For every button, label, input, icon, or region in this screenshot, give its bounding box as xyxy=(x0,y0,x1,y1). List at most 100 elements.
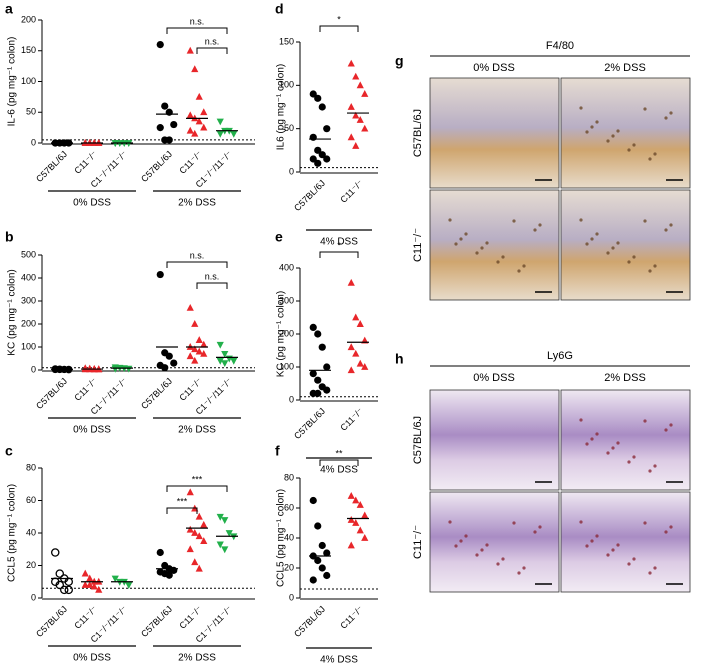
micrograph xyxy=(560,491,691,593)
stained-cell xyxy=(664,428,668,432)
data-point xyxy=(318,541,326,550)
data-point xyxy=(216,130,224,138)
stained-cell xyxy=(664,530,668,534)
significance-label: n.s. xyxy=(205,271,220,281)
stained-cell xyxy=(611,134,615,138)
y-tick-label: 200 xyxy=(279,328,294,338)
data-point xyxy=(323,125,331,133)
data-point xyxy=(352,111,360,119)
data-point xyxy=(314,146,322,154)
stained-cell xyxy=(653,464,657,468)
stained-cell xyxy=(579,218,583,222)
y-tick-label: 150 xyxy=(21,45,36,55)
stained-cell xyxy=(611,548,615,552)
stained-cell xyxy=(669,111,673,115)
group-label: 2% DSS xyxy=(178,653,216,664)
stained-cell xyxy=(648,571,652,575)
significance-label: * xyxy=(337,240,341,250)
stained-cell xyxy=(475,251,479,255)
data-point xyxy=(309,155,317,163)
data-point xyxy=(191,320,199,327)
stained-cell xyxy=(595,232,599,236)
stained-cell xyxy=(653,566,657,570)
stained-cell xyxy=(643,107,647,111)
data-point xyxy=(200,537,208,545)
stained-cell xyxy=(512,521,516,525)
data-point xyxy=(195,117,203,125)
data-point xyxy=(347,59,355,67)
data-point xyxy=(361,511,369,519)
data-point xyxy=(347,103,355,110)
stained-cell xyxy=(464,534,468,538)
significance-bracket xyxy=(319,459,359,466)
y-tick-label: 80 xyxy=(284,472,294,482)
data-point xyxy=(309,370,317,378)
data-point xyxy=(352,349,360,357)
stained-cell xyxy=(459,539,463,543)
stained-cell xyxy=(611,446,615,450)
stained-cell xyxy=(616,441,620,445)
y-tick-label: 400 xyxy=(21,272,36,282)
column-label: 0% DSS xyxy=(473,372,515,384)
data-point xyxy=(111,575,119,583)
stained-cell xyxy=(501,255,505,259)
data-point xyxy=(170,120,178,129)
panel-letter: e xyxy=(275,229,283,245)
panel-letter: g xyxy=(395,53,404,69)
data-point xyxy=(216,118,224,126)
stained-cell xyxy=(454,544,458,548)
data-point xyxy=(195,564,203,572)
stained-cell xyxy=(643,521,647,525)
stained-cell xyxy=(669,525,673,529)
data-point xyxy=(195,92,203,100)
stained-cell xyxy=(538,525,542,529)
column-label: 2% DSS xyxy=(604,62,646,74)
stained-cell xyxy=(496,562,500,566)
data-point xyxy=(216,541,224,549)
stained-cell xyxy=(585,130,589,134)
data-point xyxy=(186,352,194,360)
stained-cell xyxy=(517,269,521,273)
data-point xyxy=(221,360,229,368)
y-tick-label: 40 xyxy=(26,527,36,537)
stained-cell xyxy=(512,219,516,223)
y-tick-label: 60 xyxy=(284,502,294,512)
stained-cell xyxy=(653,152,657,156)
data-point xyxy=(221,546,229,554)
group-label: 4% DSS xyxy=(320,465,358,476)
x-tick-label: C11⁻/⁻ xyxy=(338,604,365,631)
stained-cell xyxy=(627,460,631,464)
data-point xyxy=(221,517,229,524)
data-point xyxy=(314,159,322,167)
x-tick-label: C11⁻/⁻ xyxy=(338,178,365,205)
data-point xyxy=(356,501,364,508)
stained-cell xyxy=(669,423,673,427)
stained-cell xyxy=(538,223,542,227)
stained-cell xyxy=(590,437,594,441)
y-axis-label: KC (pg mg⁻¹ colon) xyxy=(7,269,18,355)
x-tick-label: C11⁻/⁻ xyxy=(72,604,99,631)
x-tick-label: C57BL/6J xyxy=(292,178,327,213)
stained-cell xyxy=(606,451,610,455)
data-point xyxy=(191,529,199,536)
data-point xyxy=(186,545,194,553)
data-point xyxy=(230,357,238,365)
y-axis-label: CCL5 (pg mg⁻¹ colon) xyxy=(7,484,18,582)
y-tick-label: 100 xyxy=(279,80,294,90)
stained-cell xyxy=(579,418,583,422)
data-point xyxy=(347,278,355,286)
data-point xyxy=(323,386,331,394)
x-tick-label: C57BL/6J xyxy=(139,149,174,184)
micrograph xyxy=(560,189,691,301)
y-tick-label: 40 xyxy=(284,532,294,542)
stained-cell xyxy=(579,106,583,110)
y-tick-label: 0 xyxy=(31,592,36,602)
data-point xyxy=(309,576,317,584)
stained-cell xyxy=(522,264,526,268)
data-point xyxy=(111,365,119,373)
data-point xyxy=(81,581,89,588)
data-point xyxy=(314,94,322,102)
y-tick-label: 80 xyxy=(26,462,36,472)
stained-cell xyxy=(448,218,452,222)
